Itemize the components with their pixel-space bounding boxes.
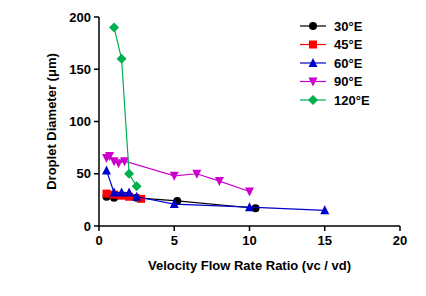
data-point xyxy=(132,181,142,191)
x-tick xyxy=(249,226,251,231)
y-tick-label: 200 xyxy=(69,10,91,25)
data-point xyxy=(103,190,111,198)
y-tick-label: 50 xyxy=(77,166,91,181)
data-point xyxy=(124,169,134,179)
x-tick-label: 15 xyxy=(318,233,332,248)
y-tick-label: 150 xyxy=(69,62,91,77)
data-point xyxy=(245,188,254,197)
data-point xyxy=(192,170,201,179)
data-point xyxy=(170,199,179,208)
series xyxy=(109,22,142,191)
data-point xyxy=(102,166,111,175)
x-tick xyxy=(324,226,326,231)
y-axis-title: Droplet Diameter (μm) xyxy=(44,53,59,190)
y-tick xyxy=(94,121,99,123)
x-tick xyxy=(399,226,401,231)
x-axis-title: Velocity Flow Rate Ratio (vc / vd) xyxy=(148,258,351,273)
data-point xyxy=(125,188,134,197)
legend-marker xyxy=(309,22,317,30)
data-point xyxy=(110,188,119,197)
legend-label: 30°E xyxy=(334,19,363,34)
legend-marker xyxy=(309,58,318,67)
legend-marker xyxy=(309,41,317,49)
y-tick-label: 100 xyxy=(69,114,91,129)
y-tick xyxy=(94,16,99,18)
x-tick-label: 5 xyxy=(171,233,178,248)
data-point xyxy=(132,192,141,201)
legend-label: 120°E xyxy=(334,93,370,108)
data-point xyxy=(117,54,127,64)
data-point xyxy=(215,177,224,186)
data-point xyxy=(114,159,123,168)
y-tick-label: 0 xyxy=(84,219,91,234)
y-tick xyxy=(94,225,99,227)
chart: 05101520050100150200Velocity Flow Rate R… xyxy=(0,0,426,296)
legend-marker xyxy=(309,78,318,87)
plot-area xyxy=(102,22,329,214)
legend-label: 60°E xyxy=(334,56,363,71)
data-point xyxy=(245,202,254,211)
y-tick xyxy=(94,173,99,175)
x-tick-label: 0 xyxy=(95,233,102,248)
series-line xyxy=(114,27,137,186)
data-point xyxy=(117,188,126,197)
x-tick xyxy=(174,226,176,231)
series xyxy=(102,166,329,215)
data-point xyxy=(109,22,119,32)
legend-marker xyxy=(308,95,318,105)
series-line xyxy=(107,171,325,211)
data-point xyxy=(170,172,179,181)
legend-label: 45°E xyxy=(334,37,363,52)
data-point xyxy=(320,205,329,214)
legend-label: 90°E xyxy=(334,74,363,89)
series xyxy=(102,152,254,197)
axes: 05101520050100150200 xyxy=(69,10,407,249)
legend: 30°E 45°E 60°E 90°E 120°E xyxy=(300,19,370,108)
x-tick-label: 20 xyxy=(393,233,407,248)
y-tick xyxy=(94,69,99,71)
x-tick-label: 10 xyxy=(242,233,256,248)
